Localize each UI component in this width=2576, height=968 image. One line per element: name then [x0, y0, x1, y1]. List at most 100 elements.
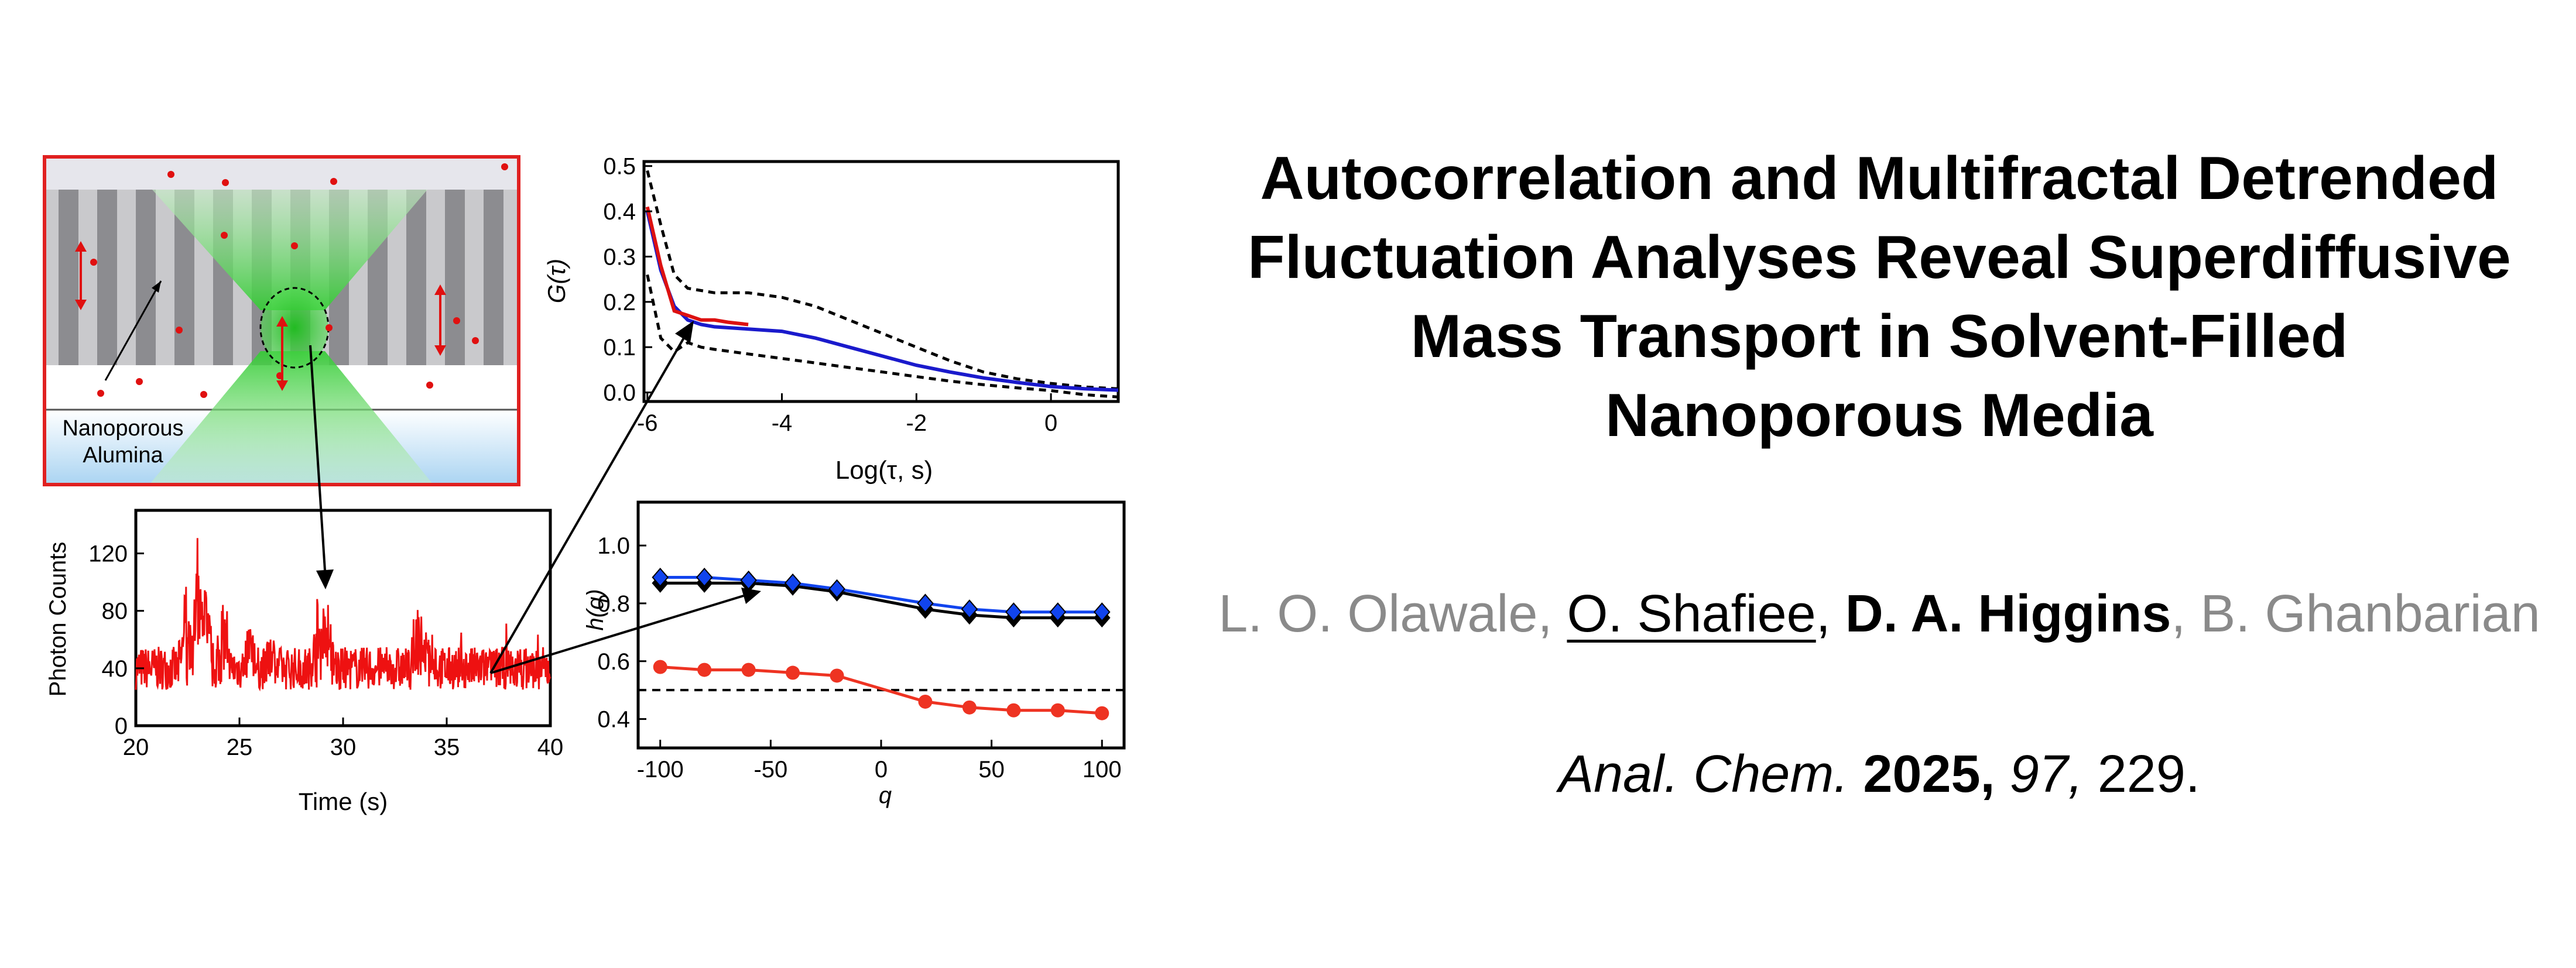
- ac-x-axis-label: Log(τ, s): [835, 456, 933, 485]
- molecule: [330, 178, 337, 185]
- photon-count-trace: [135, 538, 551, 692]
- hq-x-tick-label: 100: [1083, 757, 1122, 782]
- citation-year: 2025,: [1863, 745, 1995, 804]
- pc-x-tick-label: 25: [227, 734, 253, 760]
- mfdfa-chart: 0.4 0.6 0.8 1.0 -100 -50 0 50 100 h(q) q: [583, 500, 1126, 808]
- molecule: [90, 259, 97, 266]
- paper-title: Autocorrelation and Multifractal Detrend…: [1165, 139, 2576, 455]
- ac-confidence-bound-line: [646, 170, 1119, 390]
- hq-diamond-marker: [1049, 602, 1067, 622]
- pore-channel: [59, 190, 78, 365]
- arrow-trace-to-hq-head: [741, 588, 761, 604]
- hq-circle-marker: [918, 694, 933, 709]
- author-4: B. Ghanbarian: [2200, 585, 2540, 643]
- pc-x-ticks: 20 25 30 35 40: [123, 718, 564, 760]
- hq-series-group: [652, 567, 1111, 720]
- ac-x-ticks: -6 -4 -2 0: [637, 393, 1057, 436]
- figure-toc: Nanoporous Alumina 0.00.10.20.30.40.5 -6…: [43, 154, 1126, 815]
- author-3: D. A. Higgins: [1845, 585, 2171, 643]
- molecule: [167, 171, 174, 178]
- molecule: [221, 232, 228, 239]
- autocorrelation-chart: 0.00.10.20.30.40.5 -6 -4 -2 0 G(τ) Log(τ, s…: [543, 154, 1120, 485]
- title-line-1: Autocorrelation and Multifractal Detrend…: [1260, 145, 2499, 212]
- pore-channel: [97, 190, 117, 365]
- hq-x-tick-label: -50: [753, 757, 787, 782]
- hq-circle-marker: [653, 660, 667, 674]
- ac-x-tick-label: 0: [1044, 410, 1057, 436]
- diffusion-arrow-head: [276, 380, 288, 391]
- ac-plot-frame: [642, 160, 1120, 403]
- author-list: L. O. Olawale, O. Shafiee, D. A. Higgins…: [1165, 584, 2576, 644]
- ac-y-ticks: 0.0 0.1 0.2 0.3 0.4 0.5: [603, 154, 652, 406]
- ac-x-tick-label: -2: [906, 410, 927, 436]
- author-separator: ,: [2171, 585, 2201, 643]
- hq-y-tick-label: 1.0: [597, 533, 630, 559]
- hq-diamond-marker: [917, 593, 934, 613]
- label-pointer: [104, 280, 162, 381]
- solvent-top: [44, 157, 519, 190]
- pore-channel: [136, 190, 156, 365]
- author-separator: ,: [1815, 585, 1845, 643]
- molecule: [453, 317, 460, 324]
- pc-x-tick-label: 30: [330, 734, 357, 760]
- hq-circle-marker: [741, 663, 756, 677]
- journal-name: Anal. Chem.: [1558, 745, 1849, 804]
- pc-y-tick-label: 0: [115, 713, 128, 739]
- ac-red-data-line: [645, 206, 749, 327]
- arrow-focus-to-trace: [309, 345, 328, 581]
- ac-y-axis-label: G(τ): [543, 259, 570, 303]
- ac-y-tick-label: 0.1: [603, 335, 636, 361]
- hq-series-line: [660, 665, 1102, 715]
- hq-series-line: [660, 576, 1102, 614]
- hq-circle-marker: [1006, 703, 1021, 718]
- hq-diamond-marker: [961, 599, 978, 619]
- hq-y-axis-label: h(q): [583, 589, 608, 630]
- hq-y-ticks: 0.4 0.6 0.8 1.0: [597, 533, 646, 733]
- molecule: [426, 382, 433, 389]
- hq-diamond-marker: [696, 567, 713, 587]
- hq-x-ticks: -100 -50 0 50 100: [637, 740, 1122, 782]
- schematic-border: [43, 155, 520, 486]
- diffusion-arrow-head: [434, 345, 446, 356]
- hq-diamond-marker: [1093, 602, 1111, 622]
- schematic-label-line1: Nanoporous: [62, 416, 183, 441]
- molecule: [97, 390, 104, 397]
- hq-diamond-marker: [1005, 602, 1022, 622]
- arrow-trace-to-hq: [490, 595, 744, 674]
- citation-volume: 97,: [2009, 745, 2083, 804]
- hq-circle-marker: [1050, 703, 1065, 718]
- pc-y-ticks: 0 40 80 120: [88, 541, 144, 739]
- molecule: [136, 378, 143, 385]
- pc-x-tick-label: 20: [123, 734, 149, 760]
- hq-diamond-marker: [828, 579, 845, 599]
- focal-volume: [259, 287, 330, 369]
- diffusion-arrow-head: [75, 300, 87, 310]
- hq-x-tick-label: 0: [875, 757, 888, 782]
- hq-x-tick-label: -100: [637, 757, 684, 782]
- author-1: L. O. Olawale: [1218, 585, 1538, 643]
- molecule: [222, 179, 229, 186]
- pc-y-axis-label: Photon Counts: [45, 542, 71, 697]
- photon-trace-chart: 0 40 80 120 20 25 30 35 40 Photon Counts Time (…: [45, 509, 564, 815]
- pc-x-tick-label: 40: [537, 734, 564, 760]
- ac-fit-line: [645, 211, 1119, 392]
- fluorescent-molecules: [90, 163, 508, 398]
- ac-y-tick-label: 0.3: [603, 244, 636, 270]
- ac-series-group: [645, 170, 1119, 399]
- molecule: [176, 327, 183, 334]
- diffusion-arrows: [75, 241, 446, 391]
- ac-y-tick-label: 0.4: [603, 199, 636, 225]
- title-line-4: Nanoporous Media: [1605, 382, 2154, 449]
- laser-beam-upper: [152, 190, 427, 310]
- journal-citation: Anal. Chem. 2025, 97, 229.: [1165, 744, 2576, 805]
- hq-x-tick-label: 50: [978, 757, 1005, 782]
- arrow-focus-to-trace-head: [316, 569, 334, 589]
- nanopore-schematic: Nanoporous Alumina: [43, 155, 520, 486]
- diffusion-arrow-head: [434, 284, 446, 295]
- author-2: O. Shafiee: [1567, 585, 1816, 643]
- hq-series-line: [660, 581, 1102, 620]
- pore-channel: [406, 190, 426, 365]
- pc-x-tick-label: 35: [434, 734, 460, 760]
- schematic-label-line2: Alumina: [83, 443, 163, 468]
- pc-y-tick-label: 80: [102, 599, 128, 624]
